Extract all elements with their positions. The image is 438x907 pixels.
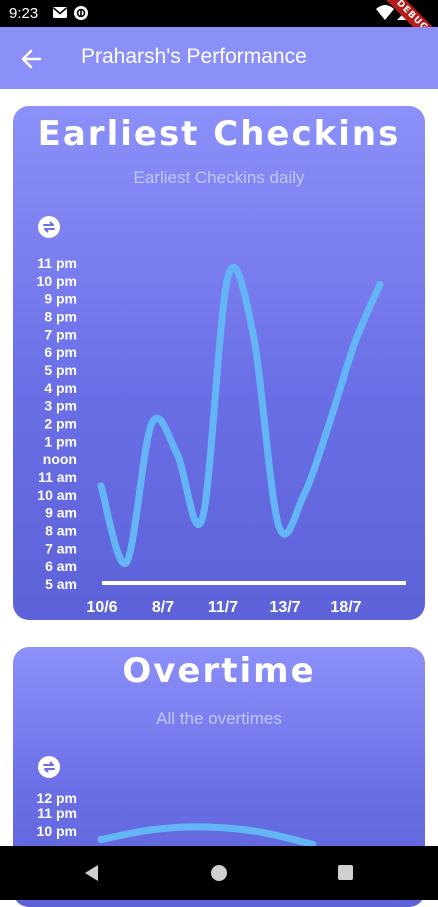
- x-tick-label: 8/7: [152, 599, 174, 616]
- system-nav-bar: [0, 846, 438, 900]
- x-tick-label: 11/7: [208, 599, 238, 616]
- y-tick-label: 10 am: [37, 487, 77, 503]
- y-tick-label: 6 pm: [44, 344, 77, 360]
- card-title: Earliest Checkins: [37, 114, 401, 154]
- earliest-checkins-chart: 5 am 6 am 7 am8 am 9 am 10 am 11 am noon 1 pm2 …: [37, 255, 406, 616]
- y-tick-label: 6 am: [45, 558, 77, 574]
- page-title: Praharsh's Performance: [81, 45, 307, 68]
- mail-icon: [52, 6, 88, 20]
- app-bar: Praharsh's Performance: [0, 27, 438, 89]
- y-tick-label: 10 pm: [37, 273, 77, 289]
- toggle-chart-button[interactable]: [38, 216, 60, 238]
- y-tick-label: 7 pm: [44, 326, 77, 342]
- card-title: Overtime: [122, 651, 316, 691]
- arrow-left-icon: [21, 49, 42, 69]
- y-tick-label: 7 am: [45, 540, 77, 556]
- nav-home-button[interactable]: [211, 865, 227, 881]
- x-tick-label: 18/7: [330, 599, 361, 616]
- x-tick-label: 13/7: [269, 599, 300, 616]
- status-notification-icons: [52, 5, 92, 26]
- nav-recents-button[interactable]: [338, 865, 353, 880]
- y-tick-label: 5 am: [45, 576, 77, 592]
- y-tick-label: 8 pm: [44, 309, 77, 325]
- toggle-chart-button[interactable]: [38, 756, 60, 778]
- y-tick-label: 11 am: [38, 469, 77, 485]
- y-tick-label: 5 pm: [44, 362, 77, 378]
- y-tick-label: 11 pm: [37, 255, 77, 271]
- card-subtitle: Earliest Checkins daily: [133, 168, 305, 187]
- checkin-series-line: [97, 263, 384, 567]
- y-tick-label: 10 pm: [37, 823, 77, 839]
- back-button[interactable]: [18, 45, 46, 73]
- status-time: 9:23: [9, 5, 39, 22]
- card-subtitle: All the overtimes: [156, 709, 282, 728]
- y-tick-label: 9 am: [45, 505, 77, 521]
- earliest-checkins-card: Earliest Checkins Earliest Checkins dail…: [13, 106, 425, 620]
- y-tick-label: 2 pm: [44, 416, 77, 432]
- y-tick-label: 12 pm: [37, 790, 77, 806]
- overtime-series-line: [97, 823, 317, 848]
- nav-back-button[interactable]: [83, 864, 101, 882]
- swap-arrows-icon: [43, 221, 55, 233]
- y-tick-label: 8 am: [45, 523, 77, 539]
- y-tick-label: 4 pm: [44, 380, 77, 396]
- y-tick-label: 9 pm: [44, 291, 77, 307]
- y-tick-label: noon: [43, 451, 77, 467]
- y-tick-label: 1 pm: [44, 433, 77, 449]
- status-bar: 9:23 DEBUG: [0, 0, 438, 55]
- y-tick-label: 11 pm: [37, 805, 77, 821]
- x-tick-label: 10/6: [86, 599, 117, 616]
- swap-arrows-icon: [43, 761, 55, 773]
- y-tick-label: 3 pm: [44, 398, 77, 414]
